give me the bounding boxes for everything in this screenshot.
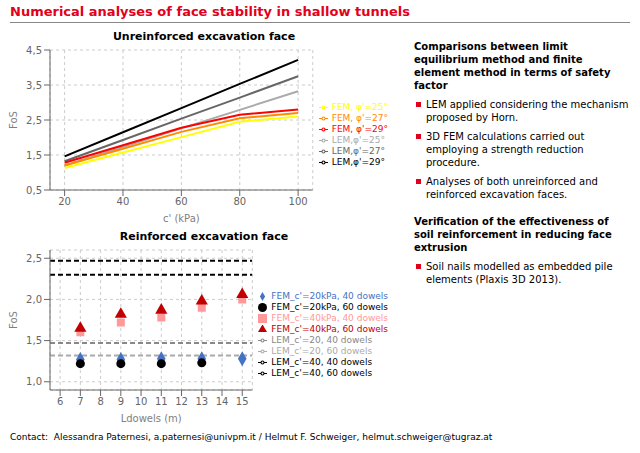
svg-text:2,5: 2,5 — [26, 115, 42, 126]
svg-text:FoS: FoS — [8, 111, 19, 129]
html-text:LEM,φ'=27°: LEM,φ'=27° — [331, 146, 385, 156]
svg-text:8: 8 — [97, 396, 103, 407]
svg-text:60: 60 — [175, 196, 188, 207]
html-text:FEM, φ'=25°: FEM, φ'=25° — [331, 102, 388, 112]
svg-text:4,5: 4,5 — [26, 45, 42, 56]
html-text:LEM_c'=20, 40 dowels: LEM_c'=20, 40 dowels — [271, 335, 373, 345]
html-text:FEM_c'=40kPa, 40 dowels: FEM_c'=40kPa, 40 dowels — [271, 313, 388, 323]
html-text:Reinforced excavation face: Reinforced excavation face — [119, 230, 289, 243]
svg-text:12: 12 — [175, 396, 188, 407]
html-text:Comparisons between limit equi: Comparisons between limit equilibrium me… — [414, 41, 611, 91]
svg-text:0,5: 0,5 — [26, 185, 42, 196]
svg-text:c' (kPa): c' (kPa) — [163, 213, 200, 224]
html-text:Numerical analyses of face sta: Numerical analyses of face stability in … — [10, 4, 410, 19]
html-text:LEM,φ'=29°: LEM,φ'=29° — [331, 157, 385, 167]
html-text:FEM, φ'=29°: FEM, φ'=29° — [331, 124, 388, 134]
svg-text:14: 14 — [216, 396, 229, 407]
svg-text:11: 11 — [155, 396, 168, 407]
html-text:FEM_c'=40kPa, 60 dowels: FEM_c'=40kPa, 60 dowels — [271, 324, 388, 334]
html-text:Soil nails modelled as embedde: Soil nails modelled as embedded pile ele… — [426, 261, 613, 285]
html-text:3D FEM calculations carried ou: 3D FEM calculations carried out employin… — [426, 131, 585, 168]
svg-text:FoS: FoS — [8, 311, 19, 329]
svg-text:2,0: 2,0 — [26, 294, 42, 305]
svg-text:6: 6 — [57, 396, 63, 407]
html-text:LEM,φ'=25°: LEM,φ'=25° — [331, 135, 385, 145]
svg-text:Ldowels (m): Ldowels (m) — [121, 413, 182, 424]
html-text:FEM_c'=20kPa, 60 dowels: FEM_c'=20kPa, 60 dowels — [271, 302, 388, 312]
svg-text:1,5: 1,5 — [26, 335, 42, 346]
html-text:LEM applied considering the me: LEM applied considering the mechanism pr… — [426, 99, 629, 123]
svg-text:1,0: 1,0 — [26, 376, 42, 387]
svg-text:40: 40 — [117, 196, 130, 207]
html-text:FEM, φ'=27°: FEM, φ'=27° — [331, 113, 388, 123]
svg-text:80: 80 — [233, 196, 246, 207]
svg-text:100: 100 — [289, 196, 308, 207]
html-text:LEM_c'=40, 40 dowels: LEM_c'=40, 40 dowels — [271, 357, 373, 367]
svg-text:20: 20 — [58, 196, 71, 207]
html-text:Analyses of both unreinforced: Analyses of both unreinforced and reinfo… — [426, 176, 598, 200]
html-text:LEM_c'=20, 60 dowels: LEM_c'=20, 60 dowels — [271, 346, 373, 356]
html-text:Verification of the effectiven: Verification of the effectiveness of soi… — [414, 216, 612, 253]
svg-text:13: 13 — [195, 396, 208, 407]
svg-text:9: 9 — [118, 396, 124, 407]
html-text:Contact: Alessandra Paternesi,: Contact: Alessandra Paternesi, a.paterne… — [10, 432, 493, 442]
svg-text:2,5: 2,5 — [26, 253, 42, 264]
svg-text:10: 10 — [135, 396, 148, 407]
svg-text:15: 15 — [236, 396, 249, 407]
svg-text:3,5: 3,5 — [26, 80, 42, 91]
html-text:Unreinforced excavation face: Unreinforced excavation face — [112, 30, 296, 43]
html-text:LEM_c'=40, 60 dowels: LEM_c'=40, 60 dowels — [271, 368, 373, 378]
svg-text:7: 7 — [77, 396, 83, 407]
svg-text:1,5: 1,5 — [26, 150, 42, 161]
html-text:FEM_c'=20kPa, 40 dowels: FEM_c'=20kPa, 40 dowels — [271, 291, 388, 301]
